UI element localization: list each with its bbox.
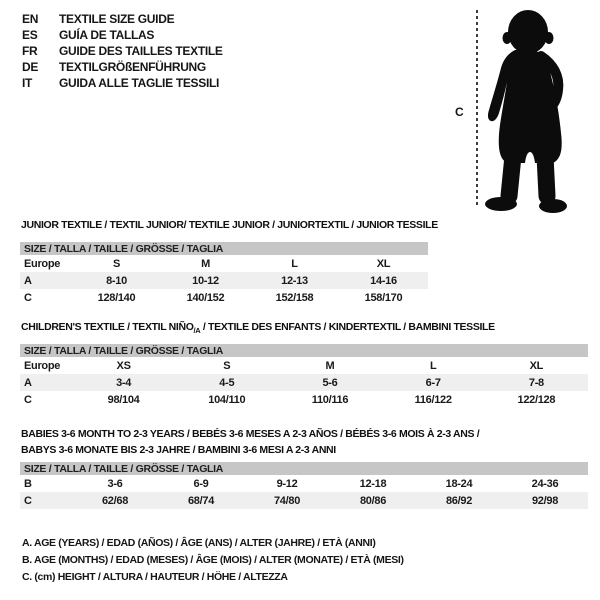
cell: 110/116 xyxy=(311,393,349,406)
cell: 14-16 xyxy=(370,274,397,287)
children-title-sub: /A xyxy=(193,326,201,336)
babies-title-line1: BABIES 3-6 MONTH TO 2-3 YEARS / BEBÉS 3-… xyxy=(21,428,480,440)
row-label: A xyxy=(24,376,32,389)
table-row: C 62/68 68/74 74/80 80/86 86/92 92/98 xyxy=(20,492,588,509)
size-header-bar: SIZE / TALLA / TAILLE / GRÖSSE / TAGLIA xyxy=(20,462,588,475)
children-table: SIZE / TALLA / TAILLE / GRÖSSE / TAGLIA … xyxy=(20,344,588,408)
cell: S xyxy=(112,257,121,270)
junior-table: SIZE / TALLA / TAILLE / GRÖSSE / TAGLIA … xyxy=(20,242,428,306)
cell: 7-8 xyxy=(528,376,544,389)
cell: 3-4 xyxy=(116,376,132,389)
children-title-pre: CHILDREN'S TEXTILE / TEXTIL NIÑO xyxy=(21,321,194,333)
language-code: FR xyxy=(22,44,38,58)
cell: 122/128 xyxy=(517,393,556,406)
table-row: Europe S M L XL xyxy=(20,255,428,272)
cell: XS xyxy=(116,359,131,372)
language-title: GUIDA ALLE TAGLIE TESSILI xyxy=(59,76,220,90)
cell: 3-6 xyxy=(107,477,123,490)
cell: 140/152 xyxy=(186,291,225,304)
measurement-legend: A. AGE (YEARS) / EDAD (AÑOS) / ÂGE (ANS)… xyxy=(22,535,404,586)
babies-table-title: BABIES 3-6 MONTH TO 2-3 YEARS / BEBÉS 3-… xyxy=(21,426,480,458)
cell: 92/98 xyxy=(531,494,559,507)
junior-table-title: JUNIOR TEXTILE / TEXTIL JUNIOR/ TEXTILE … xyxy=(21,219,438,231)
cell: 8-10 xyxy=(106,274,127,287)
size-header-bar: SIZE / TALLA / TAILLE / GRÖSSE / TAGLIA xyxy=(20,242,428,255)
legend-line-c: C. (cm) HEIGHT / ALTURA / HAUTEUR / HÖHE… xyxy=(22,571,288,583)
language-row-fr: FR GUIDE DES TAILLES TEXTILE xyxy=(22,43,223,59)
cell: L xyxy=(429,359,437,372)
language-row-de: DE TEXTILGRÖßENFÜHRUNG xyxy=(22,59,223,75)
cell: 12-18 xyxy=(359,477,387,490)
language-row-es: ES GUÍA DE TALLAS xyxy=(22,27,223,43)
measure-label-c: C xyxy=(455,105,464,119)
legend-line-b: B. AGE (MONTHS) / EDAD (MESES) / ÂGE (MO… xyxy=(22,554,404,566)
cell: 68/74 xyxy=(187,494,215,507)
table-row: B 3-6 6-9 9-12 12-18 18-24 24-36 xyxy=(20,475,588,492)
table-row: C 98/104 104/110 110/116 116/122 122/128 xyxy=(20,391,588,408)
cell: 128/140 xyxy=(97,291,136,304)
language-code: ES xyxy=(22,28,38,42)
language-title: GUIDE DES TAILLES TEXTILE xyxy=(59,44,223,58)
cell: 4-5 xyxy=(219,376,235,389)
cell: 9-12 xyxy=(276,477,298,490)
cell: M xyxy=(325,359,335,372)
cell: 116/122 xyxy=(414,393,452,406)
language-list: EN TEXTILE SIZE GUIDE ES GUÍA DE TALLAS … xyxy=(22,11,223,91)
cell: 18-24 xyxy=(445,477,473,490)
legend-line-a: A. AGE (YEARS) / EDAD (AÑOS) / ÂGE (ANS)… xyxy=(22,537,376,549)
size-header-bar: SIZE / TALLA / TAILLE / GRÖSSE / TAGLIA xyxy=(20,344,588,357)
cell: 6-7 xyxy=(425,376,441,389)
height-measure-dotted-line xyxy=(476,10,478,208)
language-row-it: IT GUIDA ALLE TAGLIE TESSILI xyxy=(22,75,223,91)
cell: 10-12 xyxy=(192,274,219,287)
cell: 158/170 xyxy=(364,291,403,304)
cell: 80/86 xyxy=(359,494,387,507)
cell: 86/92 xyxy=(445,494,473,507)
table-row: C 128/140 140/152 152/158 158/170 xyxy=(20,289,428,306)
babies-title-line2: BABYS 3-6 MONATE BIS 2-3 JAHRE / BAMBINI… xyxy=(21,444,336,456)
language-title: TEXTILE SIZE GUIDE xyxy=(59,12,175,26)
children-table-title: CHILDREN'S TEXTILE / TEXTIL NIÑO/A / TEX… xyxy=(21,319,495,339)
cell: L xyxy=(291,257,298,270)
cell: XL xyxy=(376,257,391,270)
cell: 104/110 xyxy=(208,393,246,406)
cell: 24-36 xyxy=(531,477,559,490)
row-label: A xyxy=(24,274,32,287)
row-label: C xyxy=(24,494,32,507)
row-label: C xyxy=(24,291,32,304)
cell: 74/80 xyxy=(273,494,301,507)
cell: S xyxy=(223,359,231,372)
cell: M xyxy=(201,257,210,270)
table-row: A 3-4 4-5 5-6 6-7 7-8 xyxy=(20,374,588,391)
language-code: DE xyxy=(22,60,39,74)
table-row: Europe XS S M L XL xyxy=(20,357,588,374)
row-label: C xyxy=(24,393,32,406)
table-row: A 8-10 10-12 12-13 14-16 xyxy=(20,272,428,289)
row-label: Europe xyxy=(24,359,61,372)
language-title: TEXTILGRÖßENFÜHRUNG xyxy=(59,60,206,74)
language-code: IT xyxy=(22,76,33,90)
cell: XL xyxy=(529,359,544,372)
language-row-en: EN TEXTILE SIZE GUIDE xyxy=(22,11,223,27)
cell: 152/158 xyxy=(275,291,314,304)
row-label: B xyxy=(24,477,32,490)
language-title: GUÍA DE TALLAS xyxy=(59,28,155,42)
cell: 98/104 xyxy=(107,393,140,406)
cell: 6-9 xyxy=(193,477,209,490)
language-code: EN xyxy=(22,12,39,26)
cell: 5-6 xyxy=(322,376,338,389)
row-label: Europe xyxy=(24,257,61,270)
cell: 62/68 xyxy=(101,494,129,507)
cell: 12-13 xyxy=(281,274,308,287)
babies-table: SIZE / TALLA / TAILLE / GRÖSSE / TAGLIA … xyxy=(20,462,588,509)
children-title-post: / TEXTILE DES ENFANTS / KINDERTEXTIL / B… xyxy=(200,321,495,333)
toddler-silhouette xyxy=(485,10,567,213)
